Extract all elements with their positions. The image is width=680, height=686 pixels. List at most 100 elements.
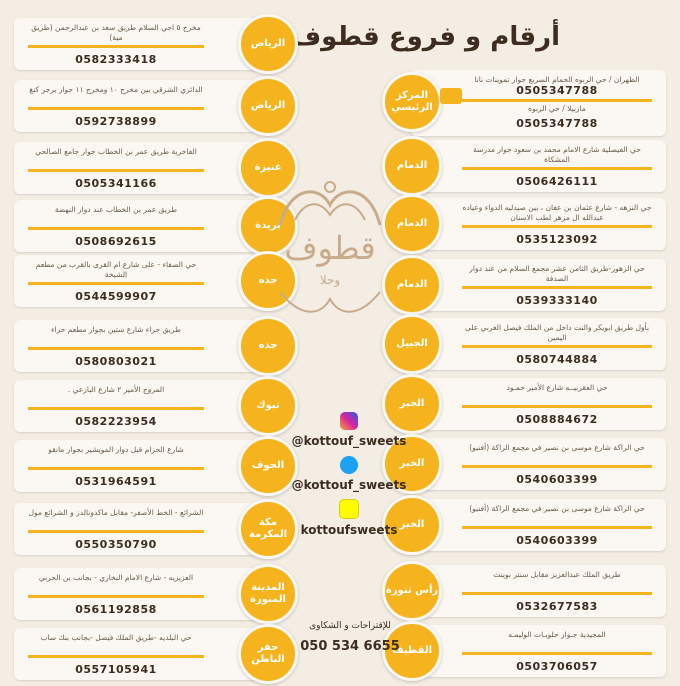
divider [28, 347, 204, 350]
divider [28, 467, 204, 470]
divider [28, 45, 204, 48]
branch-address: حي الفيصلية شارع الامام محمد بن سعود جوا… [473, 145, 641, 164]
divider [28, 407, 204, 410]
branch-address: الدائري الشرقي بين مخرج ١٠ ومخرج ١١ جوار… [29, 85, 203, 94]
divider [28, 227, 204, 230]
divider [462, 652, 652, 655]
branch-phone[interactable]: 0505347788 [516, 84, 598, 97]
branch-card: شارع الحزام قبل دوار المويشير بجوار مانق… [14, 436, 298, 496]
branch-card: حي البلديه -طريق الملك فيصل -بجانب بنك س… [14, 624, 298, 684]
branch-card: الشرائع - الخط الأصفر- مقابل ماكدونالدز … [14, 499, 298, 559]
branch-phone[interactable]: 0557105941 [75, 663, 157, 676]
city-badge: تبوك [238, 376, 298, 436]
branch-phone[interactable]: 0580744884 [516, 353, 598, 366]
branch-phone[interactable]: 0540603399 [516, 534, 598, 547]
branch-card: المروج الأمير ٢ شارع البازعي . 058222395… [14, 376, 298, 436]
branch-address: حي الراكة شارع موسى بن نصير في مجمع الرا… [469, 443, 645, 452]
instagram-handle[interactable]: @kottouf_sweets [284, 412, 414, 448]
branch-address: الظهران / حي الربوه الحمام السريع جوار ت… [474, 75, 640, 84]
branch-phone[interactable]: 0540603399 [516, 473, 598, 486]
divider [28, 282, 204, 285]
city-badge: الدمام [382, 194, 442, 254]
city-badge: الرياض [238, 14, 298, 74]
branch-card: حي الراكة شارع موسى بن نصير في مجمع الرا… [382, 434, 666, 494]
branch-phone[interactable]: 0508884672 [516, 413, 598, 426]
complaints-phone[interactable]: 050 534 6655 [300, 639, 400, 654]
twitter-handle[interactable]: @kottouf_sweets [284, 456, 414, 492]
branch-address: الفاخرية طريق عمر بن الخطاب جوار جامع ال… [35, 147, 197, 156]
branch-card: مخرج ٥ اجي السلام طريق سعد بن عبدالرحمن … [14, 14, 298, 74]
city-badge: القطيف [382, 621, 442, 681]
divider [462, 465, 652, 468]
branch-phone[interactable]: 0544599907 [75, 290, 157, 303]
divider [462, 526, 652, 529]
divider [28, 655, 204, 658]
twitter-text: @kottouf_sweets [291, 478, 407, 492]
home-icon [440, 88, 462, 104]
divider [28, 169, 204, 172]
branch-phone[interactable]: 0503706057 [516, 660, 598, 673]
snapchat-handle[interactable]: kottoufsweets [284, 499, 414, 537]
branch-address: حي الزهور-طريق الثامن عشر مجمع السلام من… [469, 264, 645, 283]
divider [462, 405, 652, 408]
logo-word: قطوف [284, 229, 376, 267]
instagram-text: @kottouf_sweets [291, 434, 407, 448]
divider [462, 225, 652, 228]
branch-address: حي البلديه -طريق الملك فيصل -بجانب بنك س… [40, 633, 192, 642]
city-badge: عنيزة [238, 138, 298, 198]
branch-address: شارع الحزام قبل دوار المويشير بجوار مانق… [48, 445, 184, 454]
divider [462, 99, 652, 102]
branch-phone[interactable]: 0505341166 [75, 177, 157, 190]
branch-phone[interactable]: 0582223954 [75, 415, 157, 428]
divider [462, 592, 652, 595]
branch-phone[interactable]: 0550350790 [75, 538, 157, 551]
branch-card: المجيدية جـوار حلويـات الوليمـه 05037060… [382, 621, 666, 681]
branch-phone[interactable]: 0539333140 [516, 294, 598, 307]
branch-card: بأول طريق ابوبكر والنت داخل من الملك فيص… [382, 314, 666, 374]
branch-card: حي العقربيــه شارع الأمير حمـود 05088846… [382, 374, 666, 434]
ornament-bottom-icon [279, 291, 381, 313]
branch-address: المروج الأمير ٢ شارع البازعي . [67, 385, 165, 394]
branch-address: حي العقربيــه شارع الأمير حمـود [506, 383, 608, 392]
branch-card: الدائري الشرقي بين مخرج ١٠ ومخرج ١١ جوار… [14, 76, 298, 136]
branch-phone[interactable]: 0535123092 [516, 233, 598, 246]
branch-address: الشرائع - الخط الأصفر- مقابل ماكدونالدز … [28, 508, 204, 517]
branch-address: حي الراكة شارع موسى بن نصير في مجمع الرا… [469, 504, 645, 513]
city-badge: جده [238, 316, 298, 376]
branch-phone[interactable]: 0592738899 [75, 115, 157, 128]
city-badge: مكة المكرمة [238, 499, 298, 559]
branch-phone[interactable]: 0531964591 [75, 475, 157, 488]
branch-address: العزيزيه - شارع الامام البخاري - بجانب ب… [38, 573, 194, 582]
city-badge: الجبيل [382, 314, 442, 374]
branch-card: حي النزهه - شارع عثمان بن عفان ، بين صيد… [382, 194, 666, 254]
divider [462, 286, 652, 289]
branch-phone[interactable]: 0508692615 [75, 235, 157, 248]
branch-phone[interactable]: 0506426111 [516, 175, 598, 188]
branch-address: حي الصفاء - على شارع ام القرى بالقرب من … [35, 260, 197, 279]
divider [28, 595, 204, 598]
branch-phone[interactable]: 0532677583 [516, 600, 598, 613]
city-badge: الخبر [382, 434, 442, 494]
divider [462, 167, 652, 170]
branch-card: طريق حراء شارع ستين بجوار مطعم حراء 0580… [14, 316, 298, 376]
logo-subtitle: وحلا [319, 273, 341, 287]
branch-phone[interactable]: 0582333418 [75, 53, 157, 66]
city-badge: المدينة المنورة [238, 564, 298, 624]
city-badge: الدمام [382, 136, 442, 196]
branch-card: حي الزهور-طريق الثامن عشر مجمع السلام من… [382, 255, 666, 315]
city-badge: حفر الباطن [238, 624, 298, 684]
divider [28, 107, 204, 110]
branch-card: حي الفيصلية شارع الامام محمد بن سعود جوا… [382, 136, 666, 196]
branch-phone[interactable]: 0561192858 [75, 603, 157, 616]
city-badge: الخبر [382, 495, 442, 555]
branch-address-2: ماربيلا / حي الربوه [528, 104, 586, 113]
branch-phone-2[interactable]: 0505347788 [516, 117, 598, 130]
snapchat-text: kottoufsweets [300, 523, 398, 537]
branch-card: العزيزيه - شارع الامام البخاري - بجانب ب… [14, 564, 298, 624]
branch-address: بأول طريق ابوبكر والنت داخل من الملك فيص… [464, 323, 650, 342]
twitter-icon [340, 456, 358, 474]
snapchat-icon [339, 499, 359, 519]
branch-phone[interactable]: 0580803021 [75, 355, 157, 368]
branch-address: طريق حراء شارع ستين بجوار مطعم حراء [51, 325, 181, 334]
branch-card: الفاخرية طريق عمر بن الخطاب جوار جامع ال… [14, 138, 298, 198]
